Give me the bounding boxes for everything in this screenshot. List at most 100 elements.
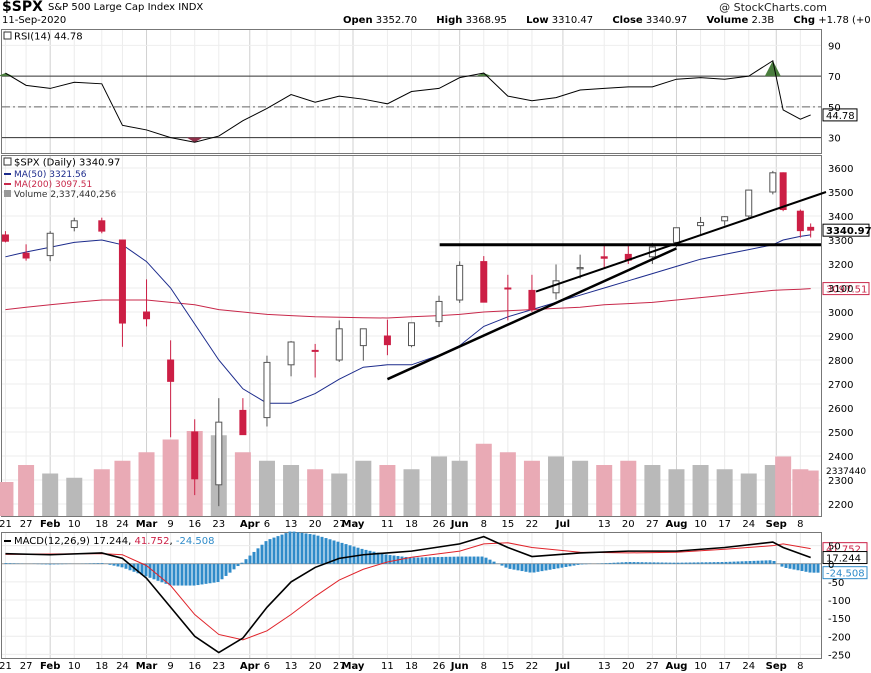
macd-histogram-bar [56,563,60,565]
macd-histogram-bar [148,563,152,578]
high-label: High [436,15,463,26]
candle-body [239,409,247,436]
x-tick-label: Mar [136,661,158,672]
volume-bar [162,439,179,516]
x-tick-label: 22 [526,661,539,672]
macd-histogram-bar [432,557,436,564]
rsi-overbought-fill [475,73,492,77]
x-tick-label: 27 [646,519,659,530]
candle-body [807,226,815,231]
macd-histogram-bar [632,562,636,564]
macd-histogram-bar [220,563,224,580]
macd-legend-value: 17.244 [93,536,128,547]
macd-histogram-bar [544,563,548,571]
macd-histogram-bar [428,557,432,564]
x-tick-label: 20 [622,661,635,672]
macd-histogram-bar [512,563,516,570]
macd-histogram-bar [140,563,144,575]
x-tick-label: 9 [167,661,173,672]
volume-bar [234,452,251,516]
candle-body [456,264,464,301]
macd-histogram-bar [456,556,460,564]
histogram-value-label-box [822,566,868,580]
volume-bar [0,482,14,516]
volume-bar [258,460,275,516]
macd-legend: MACD(12,26,9) 17.244, 41.752, -24.508 [4,536,214,547]
macd-histogram-bar [184,563,188,586]
volume-bar [403,469,420,516]
macd-histogram-bar [468,556,472,564]
macd-histogram-bar [708,562,712,564]
macd-histogram-bar [520,563,524,572]
macd-tick-label: -250 [828,650,851,661]
macd-histogram-bar [96,563,100,564]
volume-bar [620,460,637,516]
macd-histogram-bar [392,555,396,564]
macd-histogram-bar [524,563,528,572]
volume-bar [775,456,792,516]
rsi-tick-label: 90 [828,41,841,52]
price-tick-label: 2500 [828,428,853,439]
macd-histogram-bar [44,563,48,565]
macd-histogram-bar [252,551,256,564]
volume-bar [668,469,685,516]
macd-histogram-bar [208,563,212,584]
rsi-legend-text: RSI(14) 44.78 [14,32,83,43]
x-tick-label: 10 [68,661,81,672]
x-tick-label: 20 [309,519,322,530]
macd-histogram-bar [528,563,532,573]
macd-histogram-bar [344,544,348,564]
macd-histogram-bar [236,563,240,567]
macd-histogram-bar [660,562,664,564]
x-tick-label: 27 [333,661,346,672]
x-tick-label: 10 [694,519,707,530]
macd-tick-label: 0 [828,560,834,571]
macd-histogram-bar [732,561,736,564]
x-tick-label: 6 [264,519,270,530]
macd-histogram-bar [192,563,196,586]
macd-histogram-bar [652,562,656,564]
x-tick-label: 8 [481,661,487,672]
macd-histogram-bar [744,561,748,564]
price-tick-label: 3200 [828,260,853,271]
macd-histogram-bar [616,562,620,564]
macd-histogram-bar [564,563,568,567]
macd-histogram-bar [628,562,632,564]
macd-histogram-bar [260,544,264,564]
x-tick-label: 22 [526,519,539,530]
price-tick-label: 2800 [828,356,853,367]
candle-body [552,280,560,294]
candle-body [408,322,415,347]
candle-body [143,311,151,320]
macd-histogram-bar [292,531,296,564]
macd-histogram-bar [272,537,276,564]
macd-histogram-bar [332,540,336,564]
macd-histogram-bar [172,563,176,586]
x-tick-label: 26 [433,661,446,672]
volume-bar [18,465,35,516]
macd-histogram-bar [748,561,752,564]
svg-text:MACD(12,26,9) 17.244,: MACD(12,26,9) 17.244, 41.752, -24.508 [14,536,214,547]
macd-histogram-bar [508,563,512,569]
chg-value: +1.78 (+0.05%) [818,15,871,26]
rsi-line [5,59,811,143]
volume-bar [138,452,155,516]
volume-bar [475,443,492,516]
high-value: 3368.95 [465,15,507,26]
x-tick-label: 16 [188,661,201,672]
macd-histogram-bar [360,548,364,564]
rsi-value-label: 44.78 [826,111,855,122]
x-tick-label: 18 [405,519,418,530]
macd-histogram-bar [164,563,168,584]
candle-body [769,172,777,193]
macd-histogram-bar [608,562,612,564]
macd-histogram-bar [676,562,680,564]
macd-histogram-bar [312,534,316,564]
macd-histogram-bar [460,556,464,564]
macd-histogram-bar [736,561,740,564]
x-tick-label: Apr [240,519,260,530]
macd-histogram-bar [812,563,816,573]
x-tick-label: Sep [766,661,787,672]
signal-value-label: 41.752 [826,545,861,556]
macd-histogram-bar [696,562,700,564]
